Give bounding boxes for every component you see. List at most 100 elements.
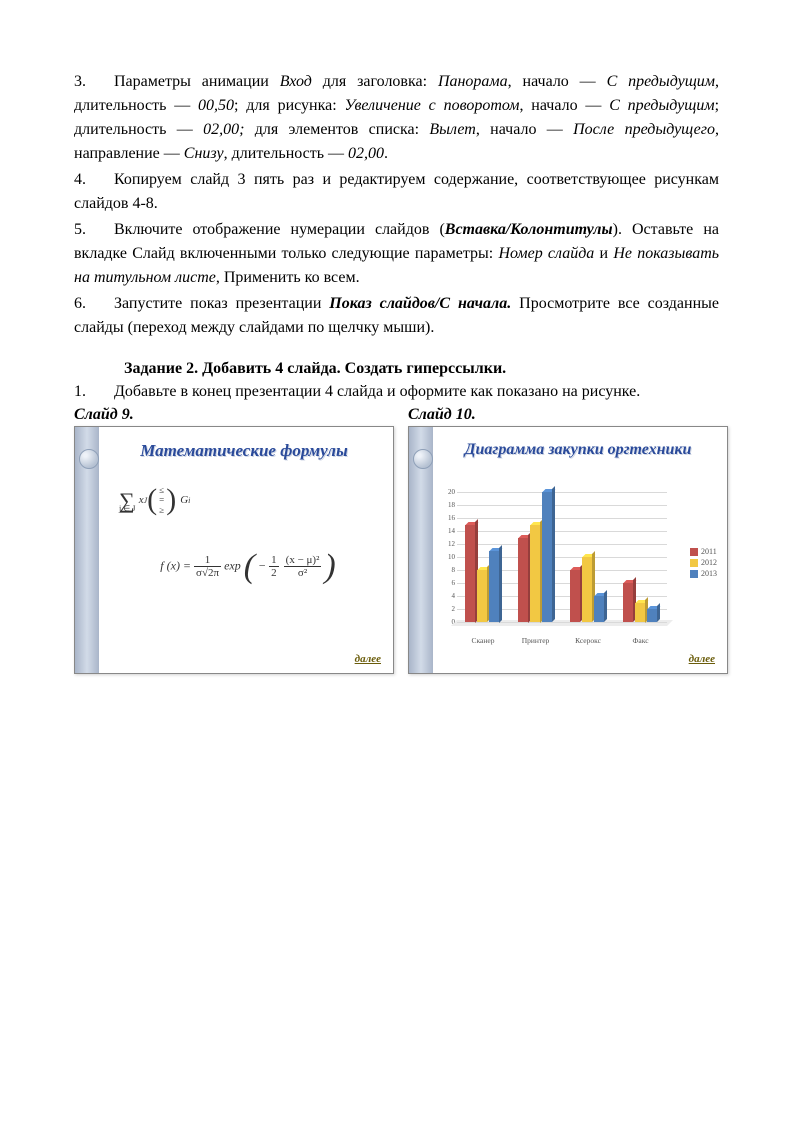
y-tick-label: 4	[452, 592, 456, 600]
slide-decoration	[409, 427, 433, 673]
y-tick-label: 2	[452, 605, 456, 613]
text: Запустите показ презентации	[114, 295, 329, 312]
bar	[489, 551, 499, 623]
bar	[542, 492, 552, 622]
text-bolditalic: Показ слайдов/С начала.	[329, 295, 511, 312]
bar-face	[530, 525, 540, 623]
formula2-neg: −	[258, 558, 269, 572]
text-italic: Номер слайда	[498, 245, 594, 262]
y-tick-label: 12	[448, 540, 455, 548]
slide-10-thumbnail: Диаграмма закупки оргтехники 20112012201…	[408, 426, 728, 674]
text-italic: 00,50	[198, 97, 234, 114]
task-2-heading: Задание 2. Добавить 4 слайда. Создать ги…	[124, 360, 719, 378]
bar-group	[518, 492, 552, 622]
paren-open: (	[244, 553, 255, 580]
gridline	[457, 492, 667, 493]
y-axis-labels: 02468101214161820	[443, 492, 455, 622]
y-tick-label: 10	[448, 553, 455, 561]
legend-item: 2013	[690, 569, 717, 578]
y-tick-label: 6	[452, 579, 456, 587]
y-tick-label: 18	[448, 501, 455, 509]
frac-1: 1 σ√2π	[194, 554, 221, 579]
bar-side	[552, 486, 555, 622]
text: ; для рисунка:	[234, 97, 344, 114]
bar-side	[604, 590, 607, 622]
bar-group	[623, 583, 657, 622]
slide-decoration	[75, 427, 99, 673]
paragraph-3: 3.Параметры анимации Вход для заголовка:…	[74, 70, 719, 166]
legend-swatch	[690, 548, 698, 556]
formula2-exp: exp	[224, 558, 241, 572]
text: для заголовка:	[312, 73, 438, 90]
text: , длительность —	[224, 145, 348, 162]
bar	[530, 525, 540, 623]
relation-stack: ≤ = ≥	[159, 485, 164, 515]
frac2-top: 1	[269, 554, 279, 567]
sigma-sub: j ∈ J	[119, 504, 135, 513]
rel-eq: =	[159, 495, 164, 505]
formula-area: ∑ j ∈ J x J ( ≤ = ≥ ) G i	[113, 485, 383, 645]
slide-9-thumbnail: Математические формулы ∑ j ∈ J x J ( ≤ =	[74, 426, 394, 674]
frac3-bot: σ²	[284, 567, 322, 579]
frac2-bot: 2	[269, 567, 279, 579]
formula-1: ∑ j ∈ J x J ( ≤ = ≥ ) G i	[119, 485, 190, 515]
text: , Применить ко всем.	[216, 269, 360, 286]
bar-side	[657, 603, 660, 622]
bar	[477, 570, 487, 622]
paren-close: )	[324, 553, 335, 580]
bar	[465, 525, 475, 623]
bar	[635, 603, 645, 623]
bar-face	[570, 570, 580, 622]
legend-swatch	[690, 559, 698, 567]
text: , начало —	[508, 73, 607, 90]
gridline	[457, 505, 667, 506]
slide-10-next-link[interactable]: далее	[689, 653, 715, 665]
text: для элементов списка:	[244, 121, 429, 138]
text: , начало —	[519, 97, 609, 114]
text: Включите отображение нумерации слайдов (	[114, 221, 445, 238]
bar-face	[594, 596, 604, 622]
x-tick-label: Сканер	[472, 636, 495, 645]
frac-2: 1 2	[269, 554, 279, 579]
slide-9-title: Математические формулы	[103, 441, 385, 461]
document-page: 3.Параметры анимации Вход для заголовка:…	[0, 0, 793, 734]
slide-9-label: Слайд 9.	[74, 406, 394, 424]
text-italic: После предыдущего	[573, 121, 715, 138]
bar	[594, 596, 604, 622]
list-number: 4.	[74, 168, 114, 192]
bar-side	[499, 545, 502, 623]
slide-9-next-link[interactable]: далее	[355, 653, 381, 665]
bar	[570, 570, 580, 622]
text-italic: Вылет	[429, 121, 475, 138]
text-italic: 02,00;	[203, 121, 244, 138]
paragraph-6: 6.Запустите показ презентации Показ слай…	[74, 292, 719, 340]
slide-9-column: Слайд 9. Математические формулы ∑ j ∈ J …	[74, 406, 394, 674]
y-tick-label: 14	[448, 527, 455, 535]
text-italic: 02,00	[348, 145, 384, 162]
frac1-top: 1	[194, 554, 221, 567]
bar	[518, 538, 528, 623]
text: Добавьте в конец презентации 4 слайда и …	[114, 383, 640, 400]
formula-G: G	[180, 494, 188, 506]
list-number: 5.	[74, 218, 114, 242]
slides-row: Слайд 9. Математические формулы ∑ j ∈ J …	[74, 406, 719, 674]
rel-le: ≤	[159, 485, 164, 495]
paren-close: )	[166, 488, 176, 512]
chart-plot: 02468101214161820 СканерПринтерКсероксФа…	[457, 492, 667, 622]
slide-10-label: Слайд 10.	[408, 406, 728, 424]
text: .	[384, 145, 388, 162]
text-bolditalic: Вставка/Колонтитулы	[445, 221, 613, 238]
gridline	[457, 518, 667, 519]
bar-face	[635, 603, 645, 623]
bar-face	[542, 492, 552, 622]
text-italic: Снизу	[184, 145, 224, 162]
list-number: 3.	[74, 70, 114, 94]
paragraph-5: 5.Включите отображение нумерации слайдов…	[74, 218, 719, 290]
text-italic: Вход	[280, 73, 312, 90]
frac-3: (x − μ)² σ²	[284, 554, 322, 579]
text: Копируем слайд 3 пять раз и редактируем …	[74, 171, 719, 212]
legend-item: 2011	[690, 547, 717, 556]
bar-face	[477, 570, 487, 622]
frac1-bot: σ√2π	[194, 567, 221, 579]
bar	[582, 557, 592, 622]
